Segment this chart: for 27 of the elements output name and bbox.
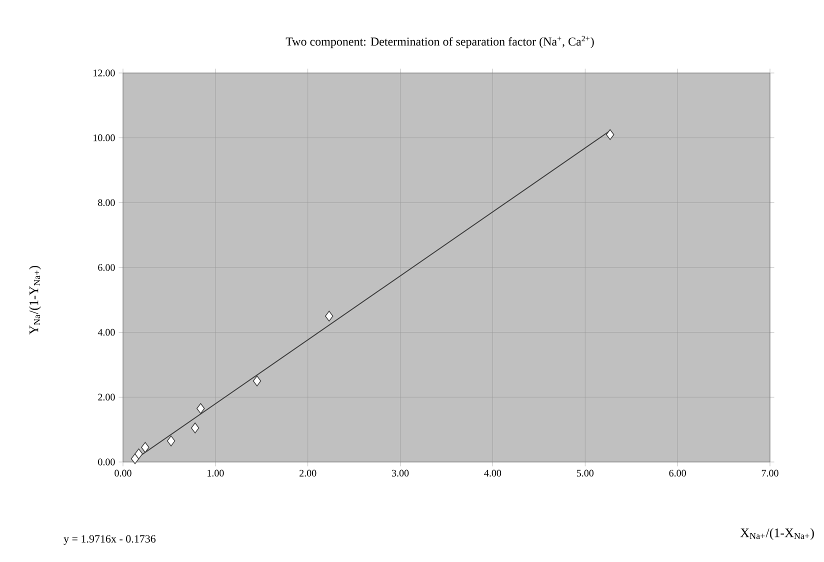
x-tick-label: 5.00	[576, 470, 594, 477]
y-tick-label: 10.00	[94, 134, 115, 142]
x-axis-title: X$_{Na+}$/(1-X$_{Na+}$)	[740, 528, 814, 540]
point	[324, 310, 334, 322]
chart-title: Two component: Determination of separation factor (Na$^{+}$, Ca$^{2+}$)	[286, 36, 594, 48]
point	[196, 403, 205, 414]
x-tick-label: 0.00	[114, 470, 132, 477]
y-tick-label: 4.00	[98, 328, 115, 336]
point	[252, 376, 262, 386]
point	[606, 129, 614, 140]
text: y = 1.9716x - 0.1736	[64, 535, 156, 545]
y-tick-label: 12.00	[94, 70, 115, 76]
y-tick-label: 0.00	[98, 458, 115, 466]
x-tick-label: 7.00	[762, 470, 778, 477]
x-tick-label: 4.00	[484, 470, 502, 477]
y-axis-title: Y$_{Na}$/(1-Y$_{Na+}$)	[29, 266, 41, 334]
x-tick-label: 2.00	[300, 470, 316, 477]
point	[141, 442, 150, 453]
point	[190, 422, 200, 434]
x-tick-label: 1.00	[208, 470, 224, 477]
point	[166, 436, 176, 446]
y-tick-label: 2.00	[98, 394, 115, 401]
point	[134, 448, 143, 460]
x-tick-label: 3.00	[392, 470, 409, 477]
x-tick-label: 6.00	[669, 470, 686, 477]
y-tick-label: 6.00	[98, 264, 115, 271]
y-tick-label: 8.00	[98, 199, 115, 206]
